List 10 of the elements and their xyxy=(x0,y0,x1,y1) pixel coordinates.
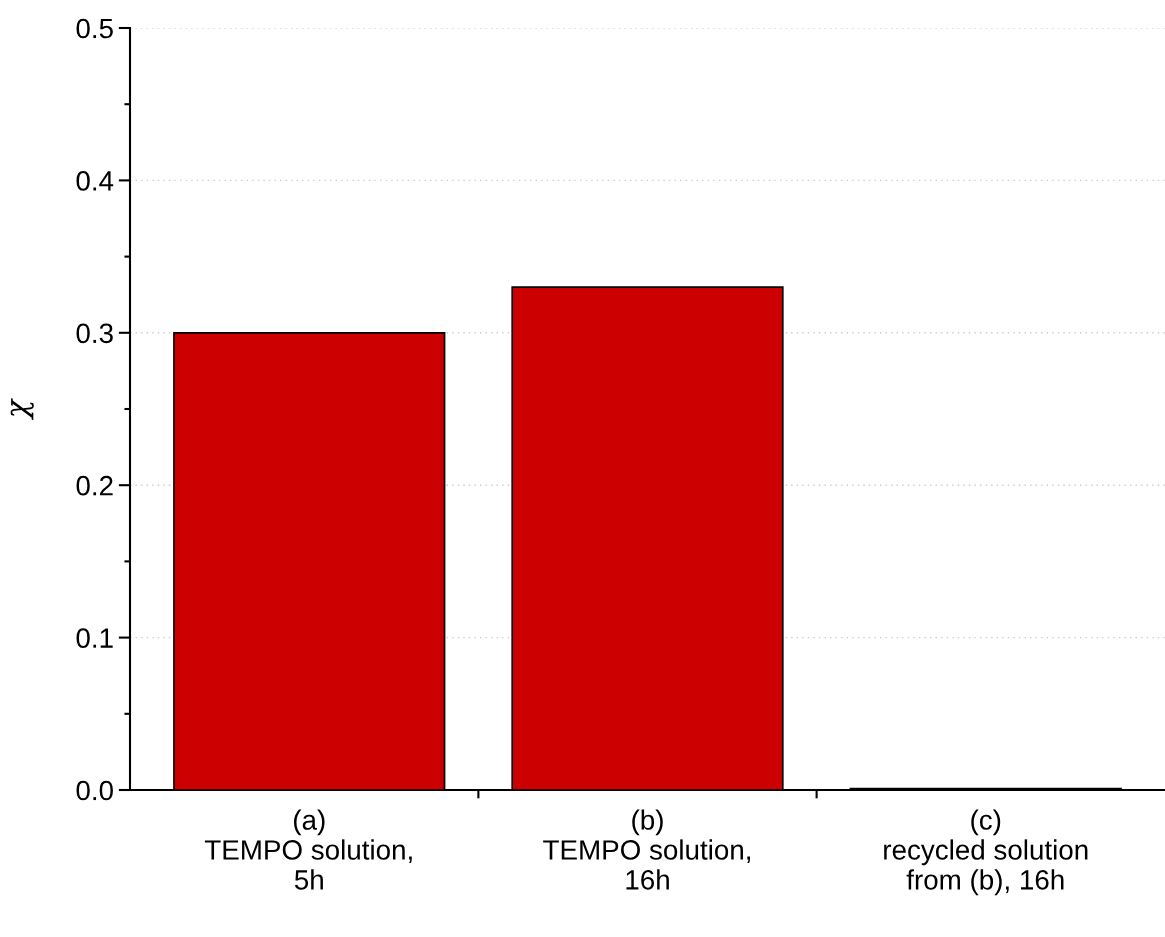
y-tick-label: 0.4 xyxy=(76,171,114,191)
y-tick-label: 0.0 xyxy=(76,780,113,801)
x-tick-label: (c) recycled solution from (b), 16h xyxy=(884,809,1088,896)
y-tick-label: 0.5 xyxy=(76,18,113,39)
x-tick-label: (b) TEMPO solution, 16h xyxy=(543,809,750,890)
y-tick-label: 0.3 xyxy=(76,323,113,344)
y-tick-label: 0.1 xyxy=(76,628,113,648)
x-tick-label: (a) TEMPO solution, 5h xyxy=(204,809,412,890)
y-tick-label: 0.2 xyxy=(76,475,113,496)
y-axis-title: χ xyxy=(10,398,34,421)
